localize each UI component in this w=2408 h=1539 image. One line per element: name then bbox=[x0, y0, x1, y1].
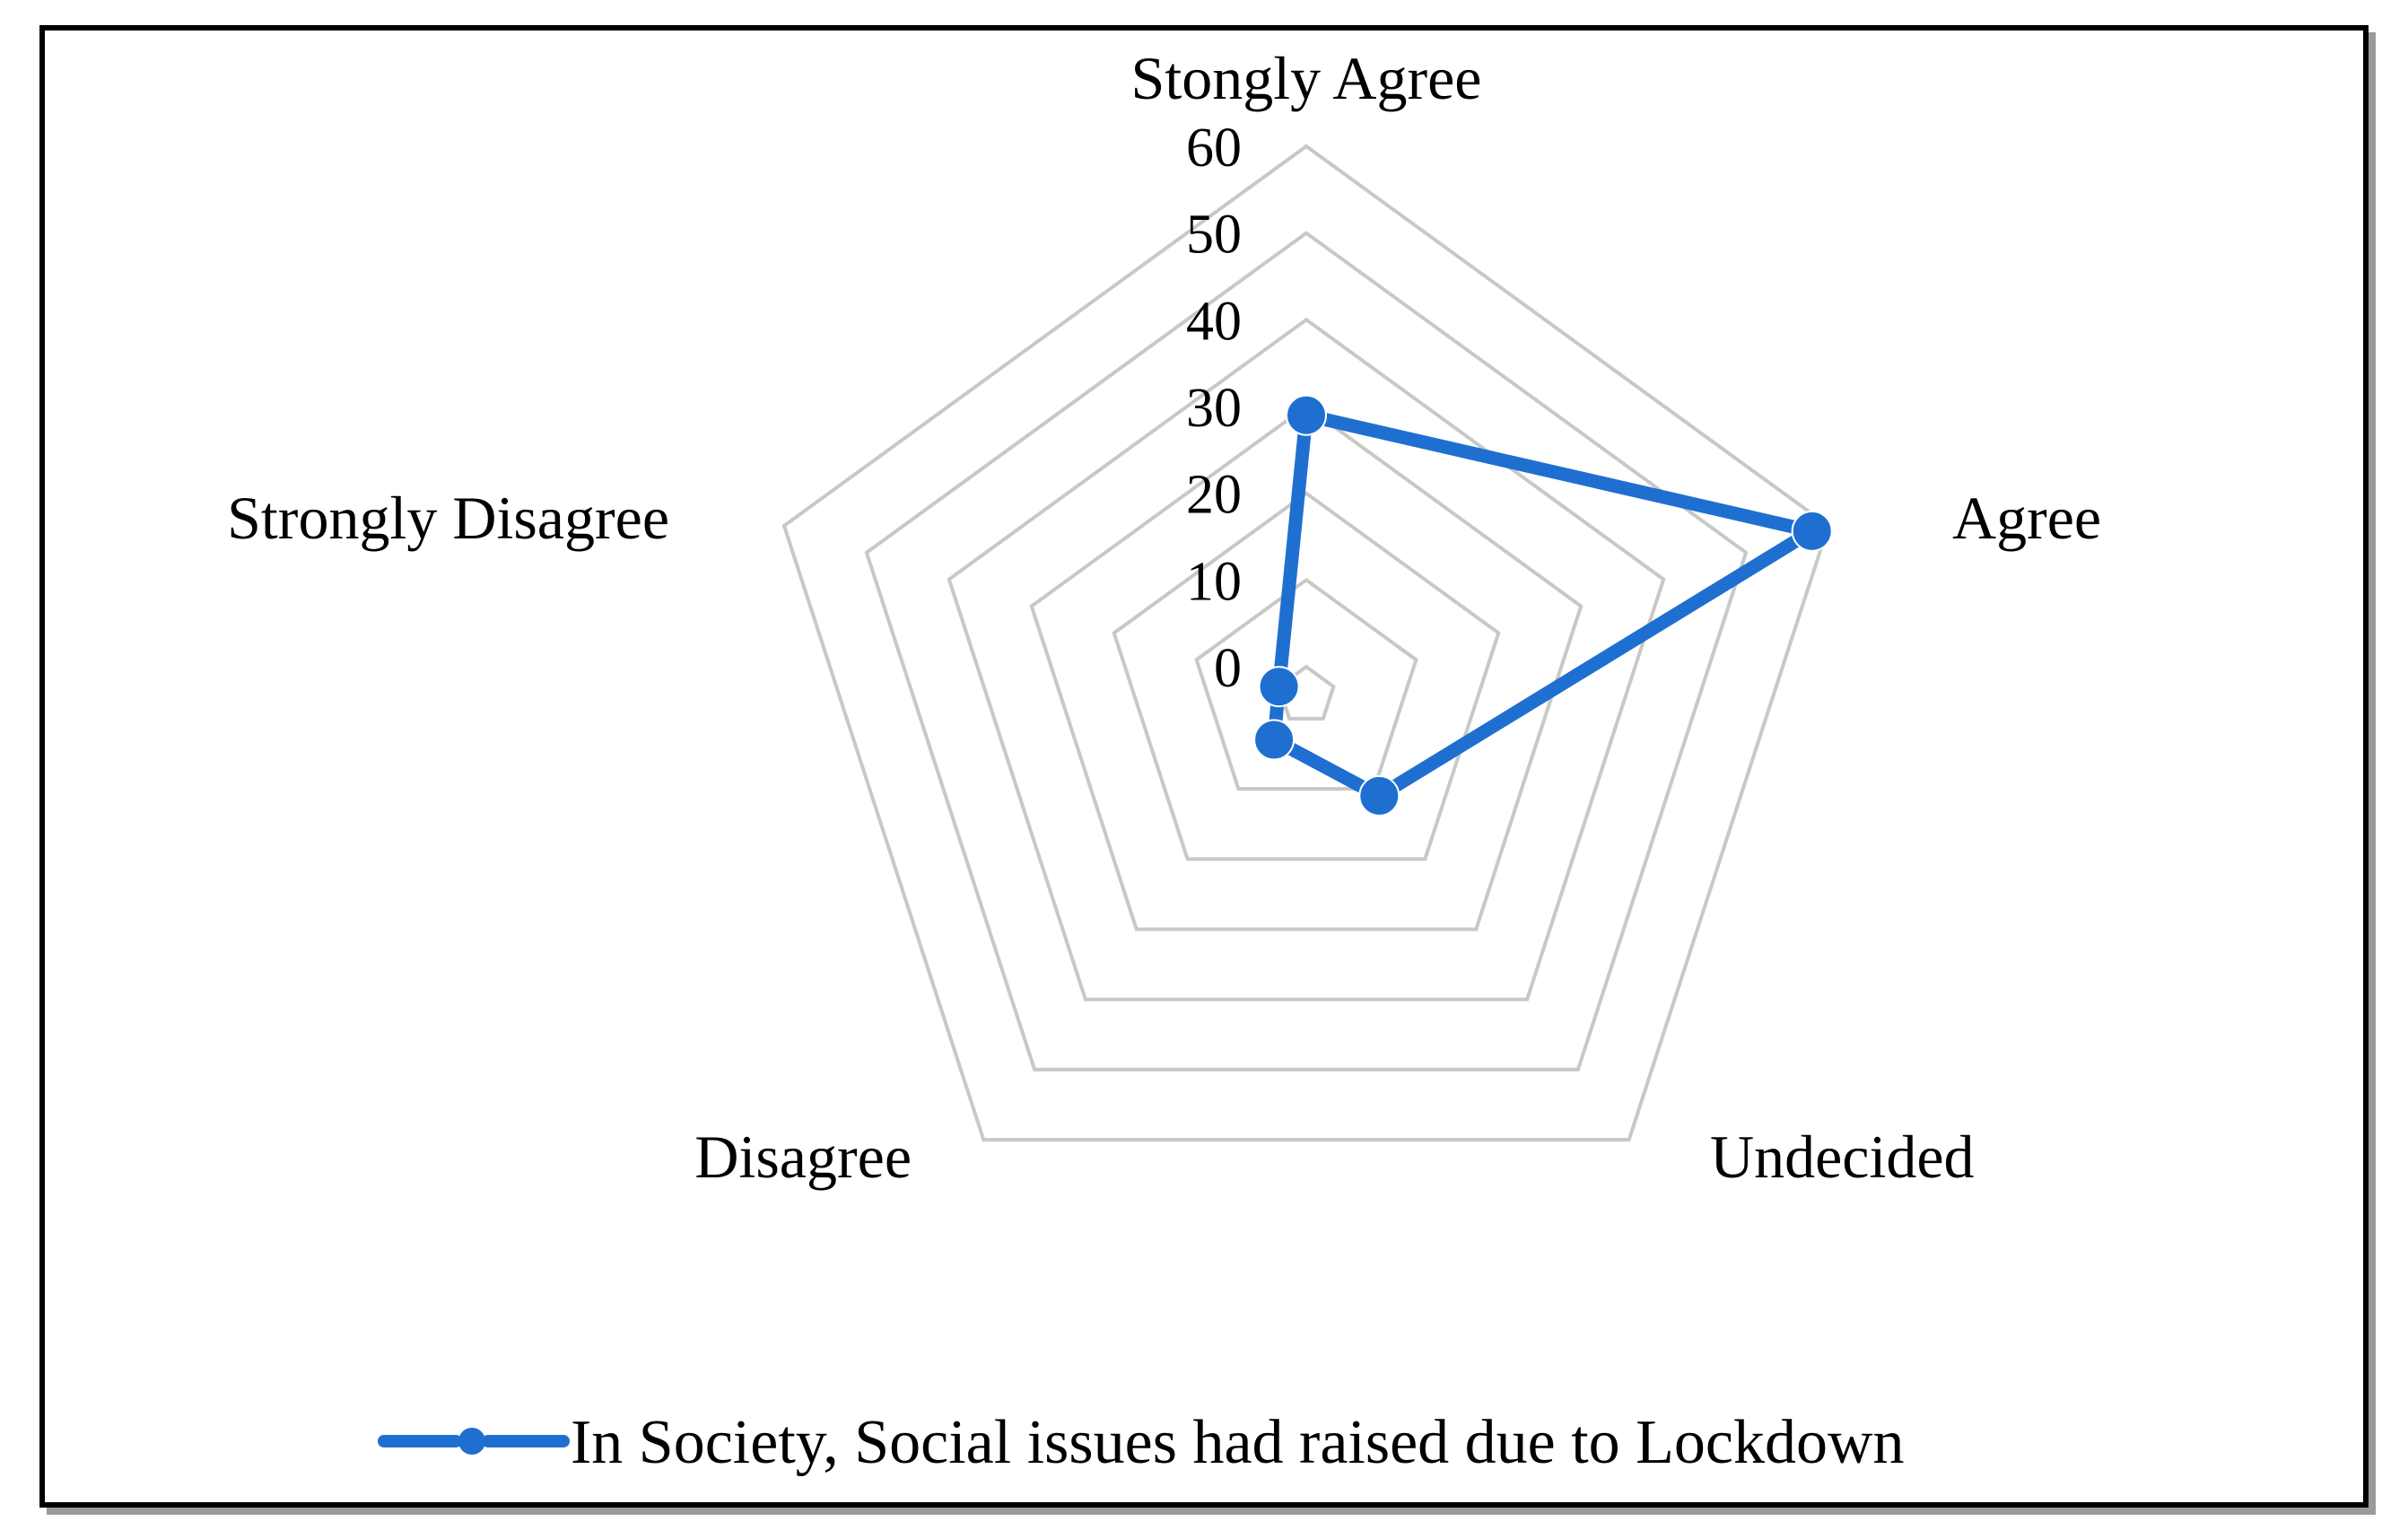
grid-ring-40 bbox=[947, 317, 1666, 1001]
legend-label: In Society, Social issues had raised due… bbox=[571, 1408, 1905, 1477]
grid-ring-20 bbox=[1112, 491, 1501, 861]
data-point-agree bbox=[1791, 510, 1833, 552]
radar-grid bbox=[781, 144, 1831, 1142]
legend: In Society, Social issues had raised due… bbox=[378, 1408, 1905, 1477]
tick-label-50: 50 bbox=[1186, 205, 1242, 266]
category-label-strongly-disagree: Strongly Disagree bbox=[227, 484, 669, 552]
chart-frame bbox=[39, 25, 2369, 1508]
tick-label-20: 20 bbox=[1186, 465, 1242, 526]
category-label-undecided: Undecided bbox=[1710, 1123, 1975, 1191]
grid-ring-30 bbox=[1029, 404, 1584, 931]
tick-label-30: 30 bbox=[1186, 378, 1242, 439]
data-point-disagree bbox=[1253, 719, 1296, 761]
category-label-stongly-agree: Stongly Agree bbox=[1131, 44, 1482, 112]
grid-ring-60 bbox=[781, 144, 1831, 1142]
tick-label-0: 0 bbox=[1214, 638, 1242, 699]
data-point-undecided bbox=[1358, 774, 1400, 817]
series-group bbox=[1253, 394, 1833, 817]
grid-ring-10 bbox=[1194, 577, 1418, 791]
category-label-agree: Agree bbox=[1952, 484, 2101, 552]
data-point-strongly-disagree bbox=[1258, 666, 1300, 708]
data-point-stongly-agree bbox=[1286, 394, 1327, 436]
legend-marker bbox=[458, 1428, 485, 1455]
tick-label-60: 60 bbox=[1186, 118, 1242, 179]
tick-label-10: 10 bbox=[1186, 551, 1242, 612]
radial-axis-ticks: 0 10 20 30 40 50 60 bbox=[1186, 118, 1242, 699]
category-label-disagree: Disagree bbox=[694, 1123, 912, 1191]
series-line bbox=[1267, 407, 1830, 804]
tick-label-40: 40 bbox=[1186, 291, 1242, 352]
category-labels: Stongly Agree Agree Undecided Disagree Stron… bbox=[227, 44, 2101, 1191]
